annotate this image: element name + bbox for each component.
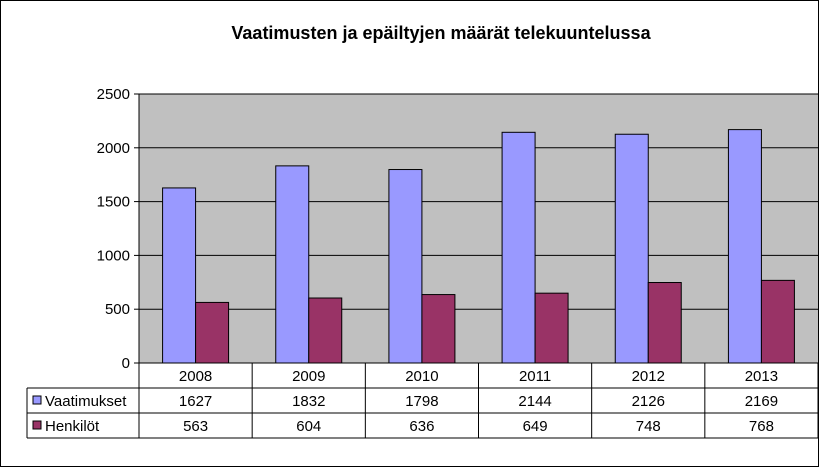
y-tick-label: 1000: [97, 247, 130, 264]
data-label: 1627: [179, 393, 212, 410]
x-tick-label: 2013: [745, 368, 778, 385]
bar-vaatimukset-2012: [614, 133, 649, 364]
legend-label: Vaatimukset: [45, 393, 127, 410]
x-tick-label: 2008: [179, 368, 212, 385]
data-label: 604: [296, 418, 321, 435]
bar-vaatimukset-2011: [501, 131, 536, 364]
legend-key-henkilöt: [32, 420, 42, 430]
data-label: 1798: [405, 393, 438, 410]
legend-key-vaatimukset: [32, 395, 42, 405]
data-label: 649: [523, 418, 548, 435]
y-tick-label: 2000: [97, 140, 130, 157]
bar-vaatimukset-2008: [162, 187, 197, 364]
x-tick-label: 2012: [632, 368, 665, 385]
bar-henkilöt-2009: [308, 297, 343, 364]
data-label: 2126: [632, 393, 665, 410]
bar-henkilöt-2011: [534, 292, 569, 364]
bar-vaatimukset-2009: [275, 165, 310, 364]
y-tick-label: 0: [122, 355, 130, 372]
bar-henkilöt-2012: [647, 282, 682, 364]
bar-henkilöt-2010: [421, 294, 456, 364]
y-tick-label: 2500: [97, 86, 130, 103]
plot-area: 0 500 1000 1500 2000 2500: [97, 86, 818, 372]
bar-vaatimukset-2010: [388, 169, 423, 364]
data-label: 748: [636, 418, 661, 435]
plot-background: [139, 94, 818, 363]
chart-title: Vaatimusten ja epäiltyjen määrät telekuu…: [231, 23, 651, 43]
data-label: 768: [749, 418, 774, 435]
data-label: 2144: [518, 393, 551, 410]
data-table: 2008 2009 2010 2011 2012 2013 Vaatimukset 1627 1…: [26, 362, 819, 439]
legend-label: Henkilöt: [45, 418, 100, 435]
x-tick-label: 2009: [292, 368, 325, 385]
bar-henkilöt-2013: [760, 279, 795, 364]
data-label: 563: [183, 418, 208, 435]
y-tick-label: 1500: [97, 194, 130, 211]
x-tick-label: 2010: [405, 368, 438, 385]
data-label: 1832: [292, 393, 325, 410]
data-label: 2169: [745, 393, 778, 410]
y-tick-label: 500: [105, 301, 130, 318]
x-tick-label: 2011: [519, 368, 551, 385]
bar-vaatimukset-2013: [727, 129, 762, 364]
bar-henkilöt-2008: [195, 301, 230, 364]
data-label: 636: [409, 418, 434, 435]
